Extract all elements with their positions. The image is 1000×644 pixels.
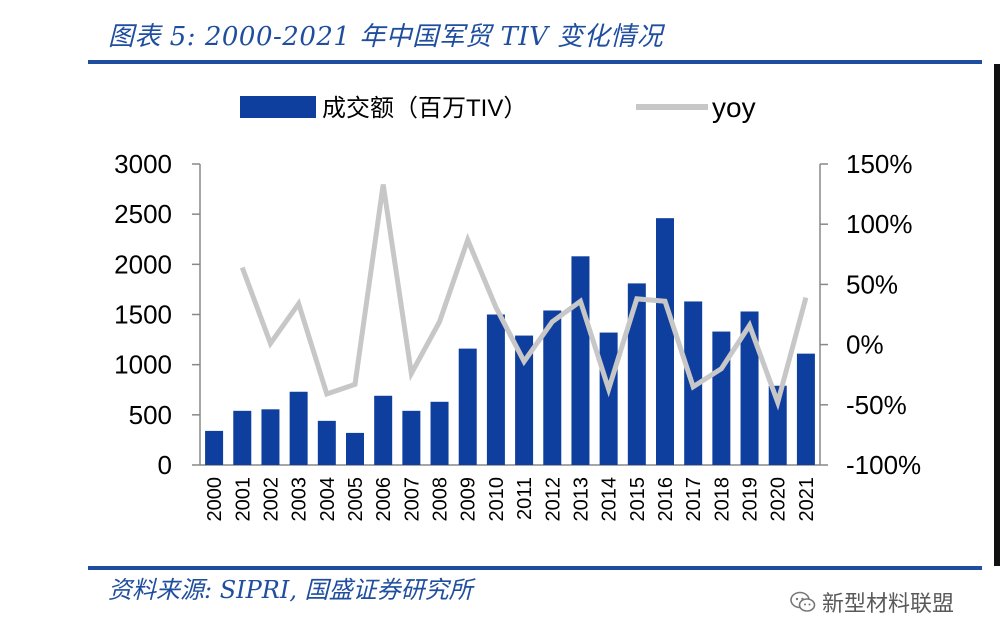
x-axis-tick-label: 2017 [683,477,705,522]
watermark: 新型材料联盟 [790,586,954,618]
left-axis-tick-label: 2000 [114,249,172,279]
bar [430,401,449,465]
bar [374,395,393,465]
x-axis-tick-label: 2007 [401,477,423,522]
bar [740,311,759,465]
x-axis-tick-label: 2015 [627,477,649,522]
bar [346,432,364,465]
x-axis-tick-label: 2000 [204,477,226,522]
bar [599,332,618,465]
x-axis-tick-label: 2003 [289,477,311,522]
legend-line-label: yoy [712,92,756,123]
bar [289,391,308,465]
x-axis-tick-label: 2021 [796,477,818,522]
bar [515,335,534,465]
top-rule [88,60,982,64]
x-axis-labels: 2000 2001 2002 2003 2004 2005 2006 2007 2008 2009… [204,477,818,522]
bar [656,218,674,465]
left-axis-tick-label: 0 [158,450,172,480]
left-axis-tick-label: 500 [129,400,172,430]
left-axis-tick-label: 2500 [114,199,172,229]
yoy-line-series [239,184,809,411]
left-axis-tick-label: 1500 [114,300,172,330]
x-axis-tick-label: 2002 [260,477,282,522]
x-axis-tick-label: 2010 [486,477,508,522]
chart-area: 成交额（百万TIV） yoy 0 500 1000 1500 2000 2500 3000 -1… [114,92,921,522]
x-axis-tick-label: 2012 [542,477,564,522]
bar [571,256,590,465]
x-axis-tick-label: 2001 [232,477,254,522]
x-axis-tick-label: 2008 [430,477,452,522]
right-axis-tick-label: 100% [846,209,913,239]
source-note: 资料来源: SIPRI, 国盛证券研究所 [108,576,473,604]
x-axis-tick-label: 2005 [345,477,367,522]
right-axis-tick-label: 50% [846,269,898,299]
left-axis-tick-label: 3000 [114,149,172,179]
legend-bar-swatch [240,96,316,118]
x-axis-tick-label: 2004 [317,477,339,522]
left-axis-tick-label: 1000 [114,350,172,380]
bar [205,430,224,465]
x-axis-tick-label: 2006 [373,477,395,522]
figure-title: 图表 5: 2000-2021 年中国军贸 TIV 变化情况 [108,22,664,52]
x-axis-tick-label: 2020 [768,477,790,522]
bottom-rule [88,566,982,570]
x-axis-tick-label: 2019 [740,477,762,522]
bar [768,385,787,465]
bar [233,410,252,465]
x-axis-tick-label: 2009 [458,477,480,521]
watermark-text: 新型材料联盟 [822,592,955,617]
bar-series [205,218,815,465]
x-axis-tick-label: 2011 [514,477,536,520]
wechat-icon [790,591,816,612]
x-axis-tick-label: 2014 [599,477,621,522]
bar [712,331,731,465]
bar [317,420,336,465]
bar [627,283,646,465]
x-axis-tick-label: 2013 [570,477,592,522]
bar [458,348,477,465]
right-axis-tick-label: 150% [846,149,913,179]
bar [486,314,505,465]
chart-axes: 0 500 1000 1500 2000 2500 3000 -100% -50% 0% 50% 10… [114,149,921,480]
bar [543,310,562,465]
bar [261,409,280,465]
right-axis-tick-label: -50% [846,390,907,420]
bar [796,353,815,465]
right-axis-tick-label: -100% [846,450,921,480]
page-edge [994,64,1000,566]
x-axis-tick-label: 2018 [711,477,733,522]
x-axis-tick-label: 2016 [655,477,677,522]
chart-legend: 成交额（百万TIV） yoy [240,92,756,123]
right-axis-tick-label: 0% [846,330,884,360]
bar [402,410,421,465]
legend-bar-label: 成交额（百万TIV） [322,95,527,122]
